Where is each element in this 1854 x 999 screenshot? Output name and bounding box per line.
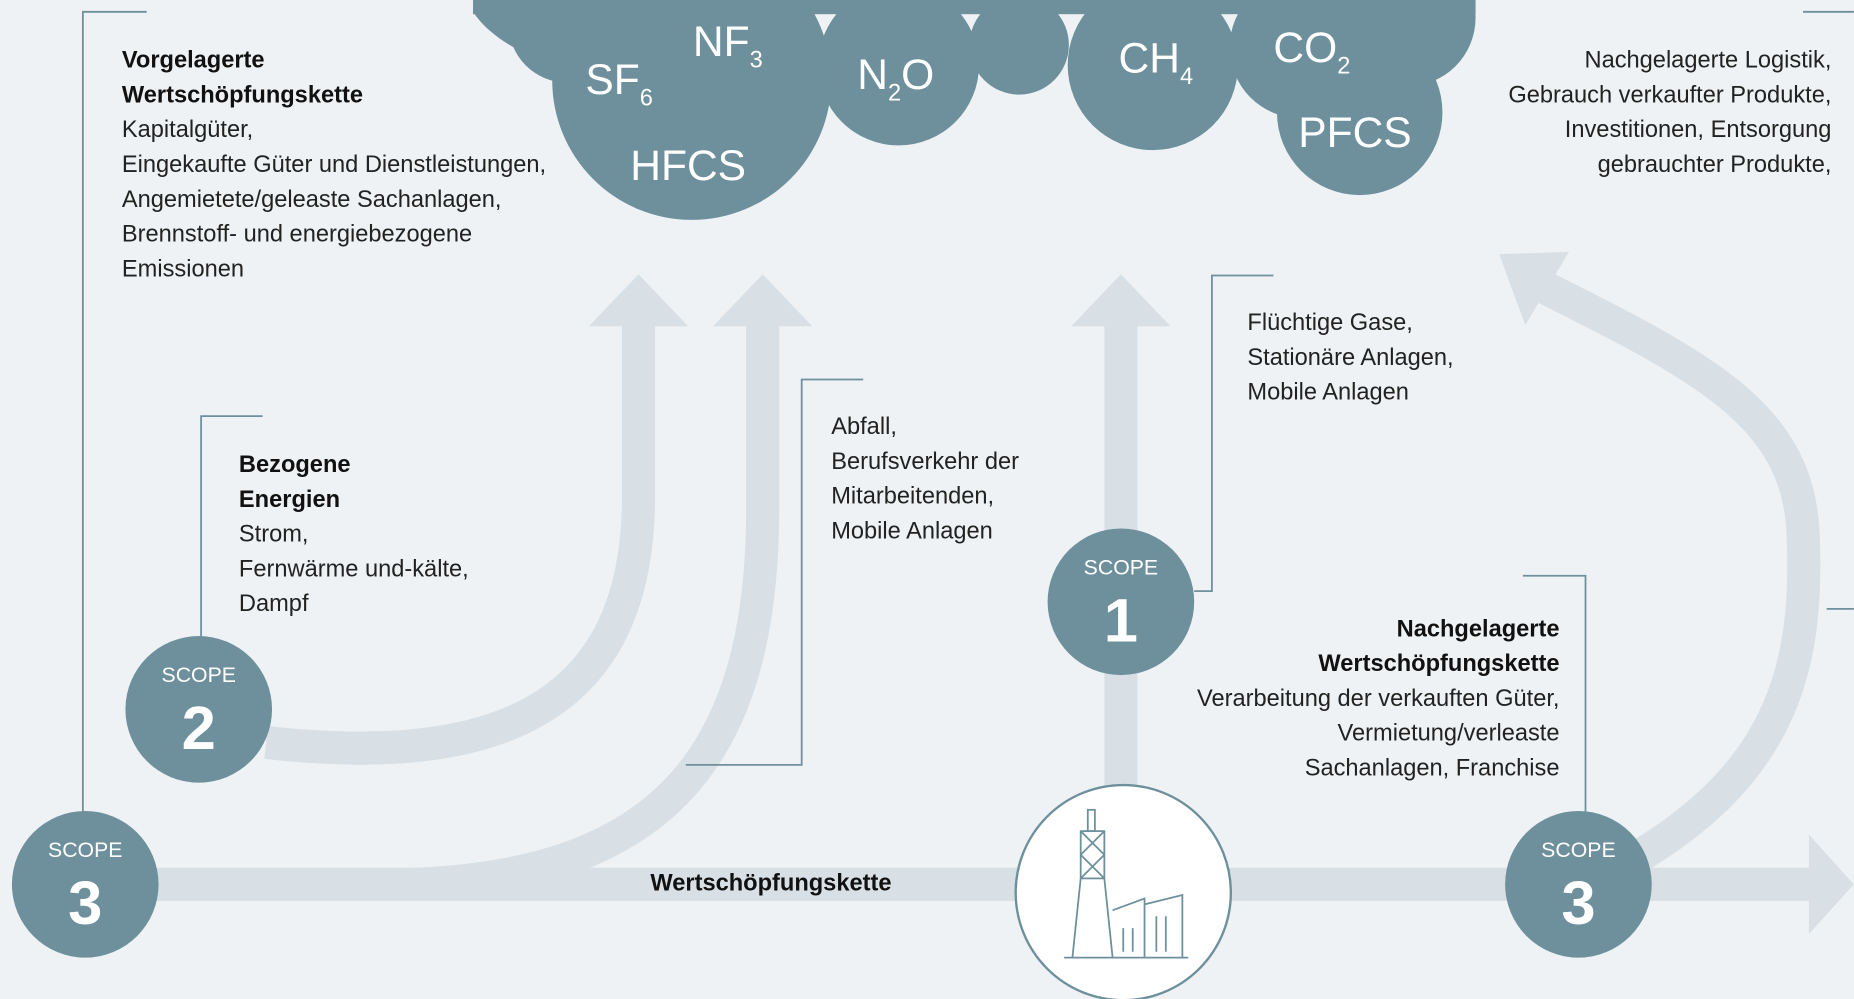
block-line: Flüchtige Gase, [1247, 310, 1412, 336]
block-line: Stationäre Anlagen, [1247, 345, 1453, 371]
scope-number: 1 [1104, 587, 1138, 656]
block-line: Fernwärme und-kälte, [239, 556, 469, 582]
gas-subscript: 6 [640, 86, 653, 112]
gas-symbol: PFCS [1298, 109, 1411, 157]
scope-label: SCOPE [48, 838, 122, 862]
scope-diagram: SF6NF3N2OCH4CO2PFCSHFCSSCOPE3SCOPE2SCOPE… [0, 0, 1854, 999]
block-title: Wertschöpfungskette [122, 82, 363, 108]
block-line: Nachgelagerte Logistik, [1585, 48, 1832, 74]
block-title: Vorgelagerte [122, 48, 265, 74]
block-line: Vermietung/verleaste [1338, 721, 1560, 747]
block-line: Verarbeitung der verkauften Güter, [1197, 686, 1559, 712]
gas-subscript: 2 [888, 81, 901, 107]
gas-symbol: NF [693, 18, 750, 66]
block-line: Berufsverkehr der [831, 449, 1019, 475]
block-title: Bezogene [239, 452, 351, 478]
block-title: Nachgelagerte [1397, 616, 1560, 642]
scope-label: SCOPE [162, 663, 236, 687]
block-line: Mobile Anlagen [831, 518, 993, 544]
gas-symbol: N [857, 51, 888, 99]
gas-symbol: CH [1119, 35, 1180, 83]
block-line: Strom, [239, 522, 309, 548]
block-line: Gebrauch verkaufter Produkte, [1508, 82, 1831, 108]
factory-icon [1016, 785, 1231, 999]
block-line: Mobile Anlagen [1247, 380, 1409, 406]
gas-label: PFCS [1298, 109, 1411, 157]
gas-subscript: 3 [750, 48, 763, 74]
page: SF6NF3N2OCH4CO2PFCSHFCSSCOPE3SCOPE2SCOPE… [0, 0, 1854, 999]
block-line: Kapitalgüter, [122, 117, 253, 143]
gas-subscript: 2 [1337, 54, 1350, 80]
scope-number: 3 [68, 869, 102, 938]
block-line: gebrauchter Produkte, [1598, 152, 1832, 178]
scope-number: 3 [1561, 869, 1595, 938]
gas-label: HFCS [630, 142, 746, 190]
block-line: Investitionen, Entsorgung [1565, 117, 1832, 143]
scope-number: 2 [182, 694, 216, 763]
value-chain-label: Wertschöpfungskette [650, 871, 891, 897]
gas-symbol: HFCS [630, 142, 746, 190]
gas-symbol: O [901, 51, 934, 99]
gas-subscript: 4 [1180, 64, 1193, 90]
block-line: Abfall, [831, 414, 897, 440]
block-line: Dampf [239, 591, 309, 617]
block-title: Energien [239, 487, 340, 513]
scope-label: SCOPE [1084, 555, 1158, 579]
gas-symbol: SF [585, 56, 639, 104]
block-line: Eingekaufte Güter und Dienstleistungen, [122, 152, 546, 178]
block-line: Sachanlagen, Franchise [1305, 755, 1560, 781]
scope-label: SCOPE [1541, 838, 1615, 862]
block-line: Brennstoff- und energiebezogene [122, 222, 472, 248]
block-line: Mitarbeitenden, [831, 484, 994, 510]
block-line: Angemietete/geleaste Sachanlagen, [122, 187, 502, 213]
gas-symbol: CO [1273, 24, 1337, 72]
block-title: Wertschöpfungskette [1318, 651, 1559, 677]
block-line: Emissionen [122, 256, 244, 282]
